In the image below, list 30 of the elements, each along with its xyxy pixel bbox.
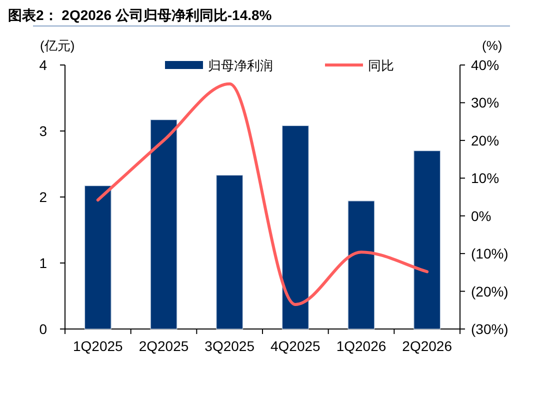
y2-tick-label: 30% bbox=[471, 94, 500, 111]
y2-tick-label: 10% bbox=[471, 170, 500, 186]
y2-tick-label: (20%) bbox=[471, 283, 508, 300]
x-tick-label: 1Q2026 bbox=[336, 338, 386, 354]
bar bbox=[216, 174, 244, 330]
y2-tick-label: 40% bbox=[471, 57, 500, 73]
legend-label: 归母净利润 bbox=[208, 58, 273, 73]
x-tick-label: 3Q2025 bbox=[204, 338, 255, 354]
y2-tick-label: 20% bbox=[471, 132, 500, 148]
x-tick-label: 1Q2025 bbox=[73, 338, 124, 354]
y-tick-label: 3 bbox=[39, 123, 48, 139]
bar bbox=[348, 200, 375, 330]
y-tick-label: 4 bbox=[39, 57, 48, 73]
x-tick-label: 2Q2026 bbox=[402, 338, 452, 354]
y-axis-title: (亿元) bbox=[40, 38, 75, 53]
y-tick-label: 0 bbox=[39, 321, 48, 337]
bar bbox=[84, 185, 112, 330]
bar bbox=[150, 119, 178, 330]
y2-tick-label: 0% bbox=[471, 208, 492, 224]
chart-title: 图表2： 2Q2026 公司归母净利同比-14.8% bbox=[8, 7, 272, 23]
y-tick-label: 1 bbox=[39, 255, 48, 271]
y-tick-label: 2 bbox=[39, 189, 48, 205]
bar bbox=[282, 125, 309, 330]
y2-axis-title: (%) bbox=[482, 38, 502, 53]
x-tick-label: 2Q2025 bbox=[138, 338, 189, 354]
legend-label: 同比 bbox=[368, 58, 394, 73]
bar bbox=[414, 150, 441, 330]
y2-tick-label: (10%) bbox=[471, 246, 508, 262]
y2-tick-label: (30%) bbox=[471, 321, 508, 337]
x-tick-label: 4Q2025 bbox=[270, 338, 321, 354]
